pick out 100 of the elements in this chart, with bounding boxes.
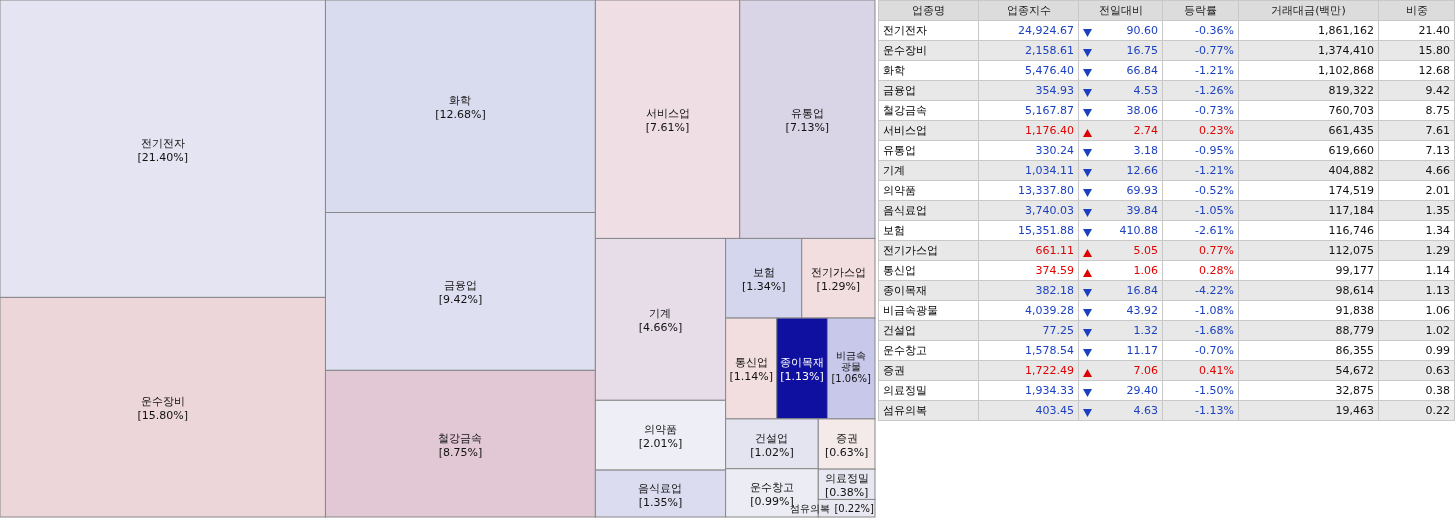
category-label: 종이목재 <box>878 280 979 301</box>
data-label: 619,660 <box>1238 140 1379 161</box>
data-label: [1.02%] <box>750 445 794 459</box>
category-label: 화학 <box>878 60 979 81</box>
text: 업종지수 <box>978 0 1079 21</box>
data-label: 1.02 <box>1378 320 1455 341</box>
category-label: 증권 <box>878 360 979 381</box>
category-label: 통신업 <box>878 260 979 281</box>
data-label: [21.40%] <box>137 150 188 164</box>
data-label: [1.29%] <box>816 280 861 294</box>
data-label: -1.13% <box>1162 400 1239 421</box>
category-label: 통신업 <box>734 356 768 370</box>
data-label: 1.35 <box>1378 200 1455 221</box>
data-label: 29.40 <box>1126 384 1158 397</box>
data-label: [4.66%] <box>638 321 683 335</box>
data-label: 117,184 <box>1238 200 1379 221</box>
data-label: 0.63 <box>1378 360 1455 381</box>
data-label: 3,740.03 <box>978 200 1079 221</box>
data-label: 38.06 <box>1126 104 1158 117</box>
data-label: 21.40 <box>1378 20 1455 41</box>
data-label: 1.13 <box>1378 280 1455 301</box>
category-label: 전기전자 <box>140 136 185 150</box>
data-label: 4,039.28 <box>978 300 1079 321</box>
category-label: 비금속광물 <box>836 350 867 373</box>
data-label: 0.77% <box>1162 240 1239 261</box>
data-label: -4.22% <box>1162 280 1239 301</box>
data-label: -0.36% <box>1162 20 1239 41</box>
category-label: 전기가스업 <box>878 240 979 261</box>
data-label: 0.22 <box>1378 400 1455 421</box>
category-label: 섬유의복 <box>790 503 831 515</box>
data-label: 86,355 <box>1238 340 1379 361</box>
data-label: 8.75 <box>1378 100 1455 121</box>
category-label: 철강금속 <box>438 431 483 445</box>
data-label: 4.66 <box>1378 160 1455 181</box>
data-label: 174,519 <box>1238 180 1379 201</box>
data-label: 330.24 <box>978 140 1079 161</box>
data-label: [8.75%] <box>438 445 483 459</box>
data-label: 13,337.80 <box>978 180 1079 201</box>
data-label: 0.99 <box>1378 340 1455 361</box>
data-label: 43.92 <box>1126 304 1158 317</box>
data-label: 91,838 <box>1238 300 1379 321</box>
data-label: 661,435 <box>1238 120 1379 141</box>
data-label: -1.21% <box>1162 160 1239 181</box>
data-label: 77.25 <box>978 320 1079 341</box>
category-label: 증권 <box>835 432 858 446</box>
text: 업종명 <box>878 0 979 21</box>
data-label: -1.21% <box>1162 60 1239 81</box>
data-label: 1,374,410 <box>1238 40 1379 61</box>
data-label: 1.34 <box>1378 220 1455 241</box>
data-label: 661.11 <box>978 240 1079 261</box>
data-label: [0.38%] <box>824 486 869 500</box>
data-label: 1,722.49 <box>978 360 1079 381</box>
data-label: 39.84 <box>1126 204 1158 217</box>
category-label: 운수장비 <box>878 40 979 61</box>
data-label: [1.34%] <box>741 280 786 294</box>
data-label: 12.66 <box>1126 164 1158 177</box>
data-label: 2.74 <box>1133 124 1158 137</box>
data-label: 382.18 <box>978 280 1079 301</box>
category-label: 운수창고 <box>878 340 979 361</box>
data-label: -1.05% <box>1162 200 1239 221</box>
data-label: 403.45 <box>978 400 1079 421</box>
text: 등락률 <box>1162 0 1239 21</box>
category-label: 유통업 <box>790 107 824 121</box>
data-label: 760,703 <box>1238 100 1379 121</box>
category-label: 의약품 <box>643 423 677 437</box>
data-label: 15.80 <box>1378 40 1455 61</box>
category-label: 섬유의복 <box>878 400 979 421</box>
data-label: 1.06 <box>1378 300 1455 321</box>
data-label: 99,177 <box>1238 260 1379 281</box>
text: 전일대비 <box>1078 0 1163 21</box>
data-label: [0.22%] <box>834 503 875 515</box>
data-label: 11.17 <box>1126 344 1158 357</box>
category-label: 유통업 <box>878 140 979 161</box>
data-label: 410.88 <box>1119 224 1158 237</box>
data-label: [1.35%] <box>638 495 683 509</box>
data-label: [0.63%] <box>824 446 869 460</box>
category-label: 비금속광물 <box>878 300 979 321</box>
data-label: 2.01 <box>1378 180 1455 201</box>
category-label: 건설업 <box>755 431 789 445</box>
category-label: 전기전자 <box>878 20 979 41</box>
data-label: [9.42%] <box>438 293 483 307</box>
data-label: 354.93 <box>978 80 1079 101</box>
category-label: 철강금속 <box>878 100 979 121</box>
category-label: 의료정밀 <box>878 380 979 401</box>
data-label: -1.68% <box>1162 320 1239 341</box>
data-label: 32,875 <box>1238 380 1379 401</box>
category-label: 운수창고 <box>749 480 794 494</box>
category-label: 서비스업 <box>645 107 690 121</box>
data-label: 69.93 <box>1126 184 1158 197</box>
category-label: 건설업 <box>878 320 979 341</box>
data-label: 7.13 <box>1378 140 1455 161</box>
data-label: 24,924.67 <box>978 20 1079 41</box>
data-label: 12.68 <box>1378 60 1455 81</box>
category-label: 운수장비 <box>140 395 185 409</box>
data-label: 15,351.88 <box>978 220 1079 241</box>
text: 비중 <box>1378 0 1455 21</box>
category-label: 전기가스업 <box>810 266 866 280</box>
data-label: 0.28% <box>1162 260 1239 281</box>
data-label: 9.42 <box>1378 80 1455 101</box>
category-label: 기계 <box>878 160 979 181</box>
